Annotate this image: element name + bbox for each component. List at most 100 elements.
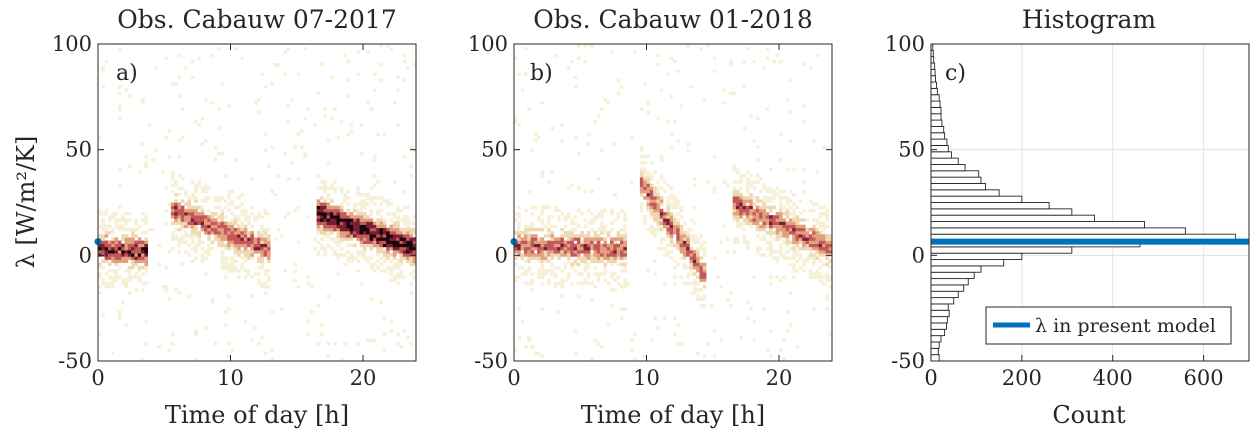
heatmap-cell-a bbox=[121, 278, 125, 283]
histogram-bar bbox=[930, 341, 940, 349]
heatmap-cell-b bbox=[586, 243, 591, 248]
heatmap-cell-a bbox=[406, 205, 410, 210]
heatmap-cell-b bbox=[759, 208, 763, 213]
heatmap-cell-b bbox=[527, 253, 531, 257]
heatmap-cell-a bbox=[343, 231, 347, 235]
heatmap-cell-a bbox=[194, 218, 198, 222]
heatmap-cell-a bbox=[406, 243, 410, 248]
heatmap-cell-b bbox=[772, 59, 776, 64]
heatmap-cell-a bbox=[101, 246, 105, 251]
heatmap-cell-a bbox=[134, 288, 139, 292]
heatmap-cell-a bbox=[180, 135, 185, 140]
heatmap-cell-b bbox=[692, 205, 697, 210]
heatmap-cell-a bbox=[346, 231, 351, 235]
heatmap-cell-b bbox=[745, 183, 750, 187]
heatmap-cell-b bbox=[745, 240, 750, 245]
heatmap-cell-b bbox=[782, 205, 786, 210]
heatmap-cell-a bbox=[121, 224, 125, 229]
heatmap-cell-b bbox=[543, 205, 548, 210]
heatmap-cell-a bbox=[187, 294, 192, 298]
heatmap-cell-a bbox=[210, 300, 215, 305]
heatmap-cell-a bbox=[343, 218, 347, 222]
heatmap-cell-a bbox=[399, 259, 404, 264]
heatmap-cell-a bbox=[389, 224, 394, 229]
heatmap-cell-b bbox=[550, 170, 555, 175]
heatmap-cell-b bbox=[586, 221, 591, 225]
heatmap-cell-a bbox=[392, 240, 397, 245]
heatmap-cell-b bbox=[590, 259, 594, 264]
heatmap-cell-a bbox=[260, 256, 264, 260]
heatmap-cell-a bbox=[356, 50, 360, 54]
heatmap-cell-b bbox=[530, 345, 535, 349]
heatmap-cell-a bbox=[207, 186, 211, 191]
heatmap-cell-a bbox=[124, 240, 129, 245]
heatmap-cell-a bbox=[406, 66, 410, 70]
heatmap-cell-a bbox=[319, 231, 324, 235]
heatmap-cell-a bbox=[223, 246, 228, 251]
heatmap-cell-b bbox=[590, 246, 594, 251]
heatmap-cell-b bbox=[759, 177, 763, 181]
heatmap-cell-b bbox=[788, 291, 793, 295]
heatmap-cell-a bbox=[343, 227, 347, 232]
heatmap-cell-b bbox=[798, 265, 803, 270]
heatmap-cell-a bbox=[296, 132, 301, 137]
heatmap-cell-a bbox=[376, 227, 380, 232]
heatmap-cell-a bbox=[409, 246, 413, 251]
heatmap-cell-a bbox=[190, 192, 195, 197]
heatmap-cell-a bbox=[98, 212, 102, 216]
heatmap-cell-b bbox=[769, 215, 773, 219]
heatmap-cell-b bbox=[825, 307, 829, 311]
histogram-bar bbox=[930, 144, 949, 153]
heatmap-cell-b bbox=[825, 240, 829, 245]
heatmap-cell-a bbox=[180, 224, 185, 229]
heatmap-cell-b bbox=[653, 212, 657, 216]
heatmap-cell-b bbox=[643, 154, 647, 159]
heatmap-cell-b bbox=[547, 221, 551, 225]
heatmap-cell-b bbox=[656, 186, 661, 191]
heatmap-cell-b bbox=[659, 88, 664, 92]
heatmap-cell-b bbox=[616, 246, 621, 251]
heatmap-cell-a bbox=[174, 180, 178, 184]
heatmap-cell-b bbox=[517, 234, 521, 238]
heatmap-cell-a bbox=[247, 218, 251, 222]
heatmap-cell-b bbox=[785, 202, 790, 206]
heatmap-cell-a bbox=[333, 205, 337, 210]
heatmap-cell-b bbox=[643, 173, 647, 178]
heatmap-cell-a bbox=[276, 63, 281, 67]
heatmap-cell-b bbox=[802, 237, 806, 241]
heatmap-cell-b bbox=[514, 250, 518, 254]
heatmap-cell-a bbox=[170, 215, 175, 219]
heatmap-cell-a bbox=[207, 231, 211, 235]
heatmap-cell-b bbox=[543, 224, 548, 229]
heatmap-cell-a bbox=[349, 259, 354, 264]
heatmap-cell-b bbox=[742, 212, 747, 216]
heatmap-cell-a bbox=[412, 256, 417, 260]
heatmap-cell-a bbox=[386, 246, 390, 251]
heatmap-cell-b bbox=[596, 237, 601, 241]
heatmap-cell-b bbox=[676, 221, 680, 225]
heatmap-cell-b bbox=[769, 246, 773, 251]
heatmap-cell-a bbox=[359, 227, 364, 232]
heatmap-cell-a bbox=[233, 253, 238, 257]
chart-title-b: Obs. Cabauw 01-2018 bbox=[533, 5, 813, 34]
histogram-bar bbox=[930, 297, 955, 305]
heatmap-cell-a bbox=[104, 250, 109, 254]
heatmap-cell-b bbox=[682, 250, 687, 254]
heatmap-cell-a bbox=[233, 237, 238, 241]
heatmap-cell-b bbox=[603, 265, 608, 270]
heatmap-cell-b bbox=[808, 253, 813, 257]
heatmap-cell-b bbox=[537, 259, 541, 264]
heatmap-cell-a bbox=[207, 237, 211, 241]
histogram-bar bbox=[930, 75, 936, 83]
heatmap-cell-a bbox=[170, 173, 175, 178]
heatmap-cell-b bbox=[560, 123, 564, 127]
heatmap-cell-a bbox=[184, 221, 188, 225]
heatmap-cell-a bbox=[197, 180, 201, 184]
heatmap-cell-b bbox=[679, 227, 684, 232]
heatmap-cell-b bbox=[749, 224, 753, 229]
heatmap-cell-b bbox=[679, 250, 684, 254]
heatmap-cell-a bbox=[144, 240, 148, 245]
heatmap-cell-a bbox=[160, 170, 165, 175]
heatmap-cell-a bbox=[296, 177, 301, 181]
heatmap-cell-b bbox=[523, 250, 528, 254]
